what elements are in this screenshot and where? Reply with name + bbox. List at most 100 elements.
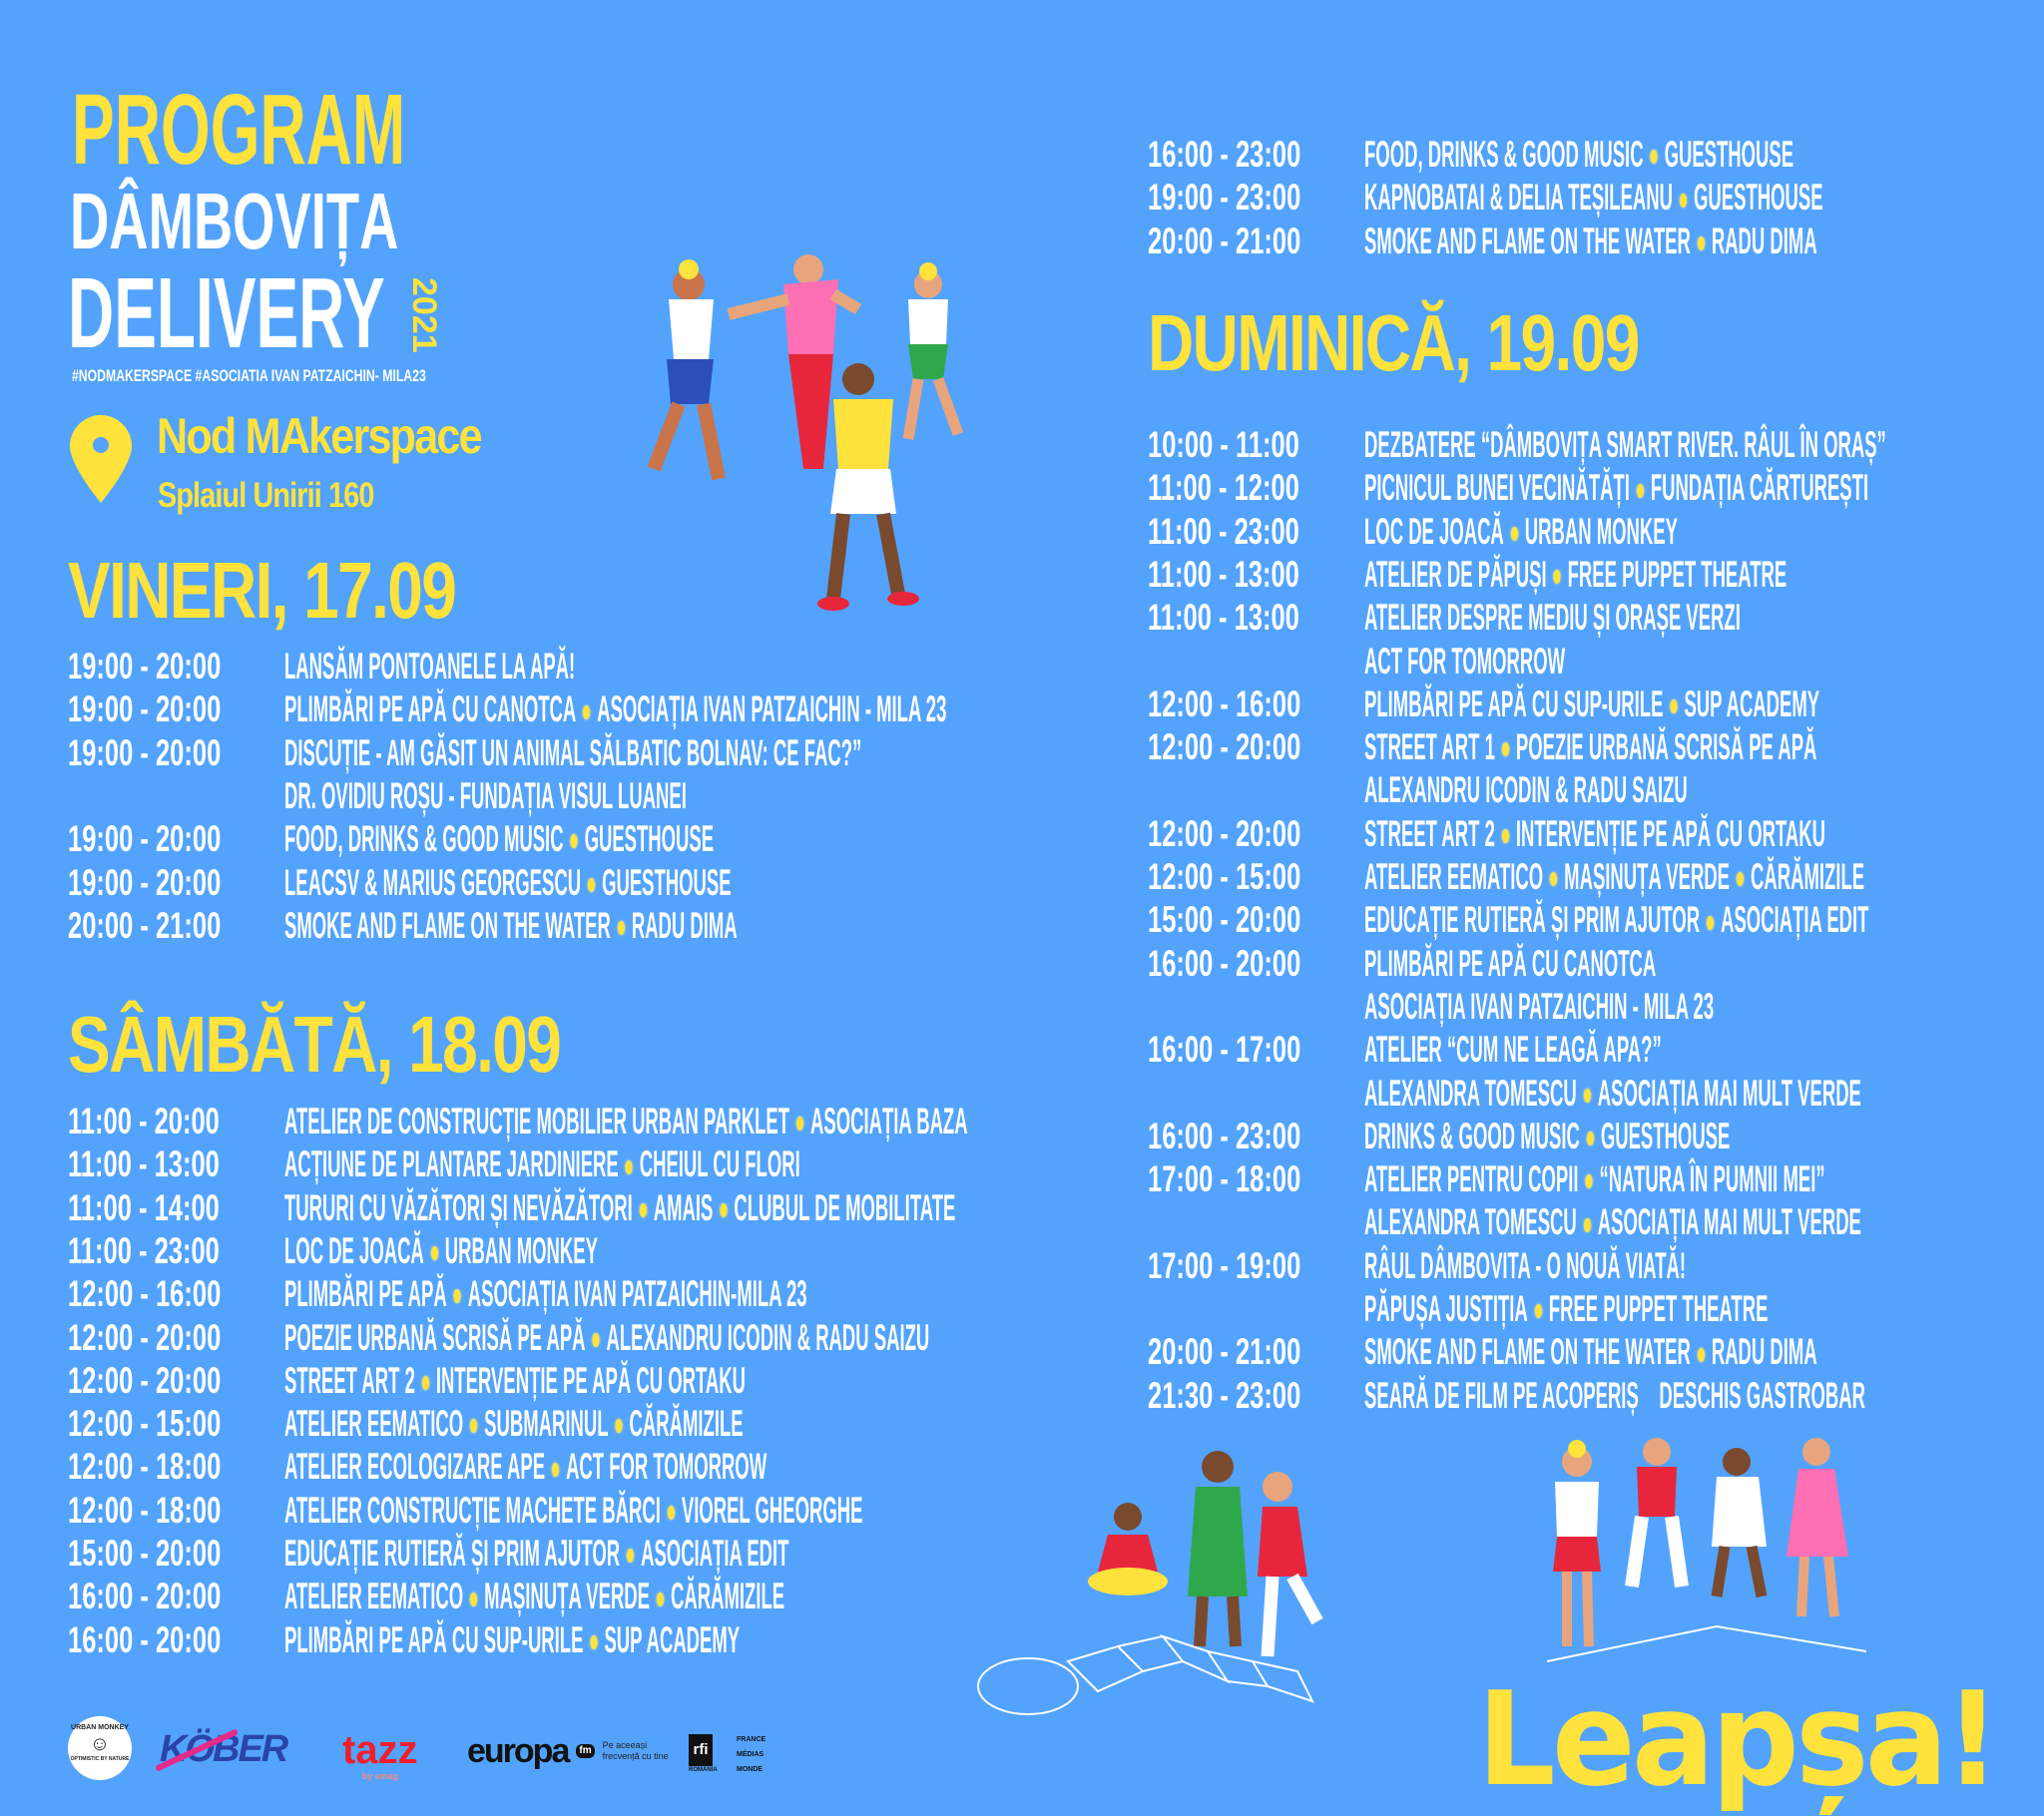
event-description: ATELIER EEMATICO MAȘINUȚA VERDE CĂRĂMIZILE: [284, 1575, 1284, 1617]
event-part: ATELIER ECOLOGIZARE APE: [284, 1446, 546, 1488]
event-part: GUESTHOUSE: [1694, 177, 1823, 219]
bullet-dot-icon: [1553, 570, 1561, 585]
event-part: ASOCIAȚIA MAI MULT VERDE: [1597, 1072, 1861, 1114]
bullet-dot-icon: [1586, 1132, 1594, 1146]
event-part: EDUCAȚIE RUTIERĂ ȘI PRIM AJUTOR: [284, 1533, 621, 1574]
bullet-dot-icon: [639, 1202, 647, 1217]
event-description: FOOD, DRINKS & GOOD MUSIC GUESTHOUSE: [1364, 133, 2044, 176]
time-range: 16:00 - 20:00: [1148, 942, 1301, 984]
time-range: 10:00 - 11:00: [1148, 424, 1299, 465]
event-part: SMOKE AND FLAME ON THE WATER: [284, 904, 611, 946]
event-part: POEZIE URBANĂ SCRISĂ PE APĂ: [1515, 726, 1817, 768]
bullet-dot-icon: [453, 1289, 461, 1304]
event-description: LANSĂM PONTOANELE LA APĂ!: [284, 645, 865, 687]
event-part: DRINKS & GOOD MUSIC: [1364, 1115, 1580, 1156]
figure: [1258, 1472, 1323, 1657]
bullet-dot-icon: [615, 1419, 623, 1434]
event-part: PĂPUȘA JUSTIȚIA: [1364, 1288, 1528, 1329]
event-description: DEZBATERE “DÂMBOVIȚA SMART RIVER. RÂUL Î…: [1364, 423, 2044, 466]
bullet-dot-icon: [1510, 526, 1518, 541]
event-part: SMOKE AND FLAME ON THE WATER: [1364, 220, 1691, 261]
event-part: STREET ART 2: [1364, 812, 1495, 854]
event-description: RÂUL DÂMBOVITA - O NOUĂ VIATĂ!: [1364, 1244, 2007, 1287]
event-part: STREET ART 2: [284, 1359, 415, 1401]
event-part: CĂRĂMIZILE: [629, 1403, 744, 1445]
event-description: PĂPUȘA JUSTIȚIA FREE PUPPET THEATRE: [1364, 1287, 2044, 1330]
event-part: GUESTHOUSE: [584, 818, 715, 860]
event-part: MAȘINUȚA VERDE: [1564, 856, 1731, 897]
time-range: 12:00 - 15:00: [1148, 856, 1301, 897]
time-range: 19:00 - 20:00: [68, 646, 222, 686]
figure: [727, 254, 862, 469]
day-heading: VINERI, 17.09: [68, 546, 457, 635]
event-part: LEACSV & MARIUS GEORGESCU: [284, 861, 582, 903]
event-description: ATELIER PENTRU COPII “NATURA ÎN PUMNII ME…: [1364, 1157, 2044, 1200]
event-part: ASOCIAȚIA EDIT: [641, 1533, 789, 1574]
event-description: KAPNOBATAI & DELIA TEȘILEANU GUESTHOUSE: [1364, 176, 2044, 219]
time-range: 11:00 - 23:00: [1148, 510, 1299, 552]
bullet-dot-icon: [627, 1549, 635, 1564]
time-range: 11:00 - 23:00: [68, 1229, 220, 1271]
bullet-dot-icon: [1583, 1217, 1591, 1232]
time-range: 19:00 - 23:00: [1148, 177, 1301, 219]
bullet-dot-icon: [592, 1332, 600, 1347]
event-description: FOOD, DRINKS & GOOD MUSIC GUESTHOUSE: [284, 817, 1143, 860]
event-part: ALEXANDRA TOMESCU: [1364, 1201, 1577, 1243]
event-part: AMAIS: [653, 1186, 714, 1228]
bullet-dot-icon: [421, 1376, 429, 1391]
event-part: ALEXANDRU ICODIN & RADU SAIZU: [1364, 769, 1688, 811]
event-part: LOC DE JOACĂ: [284, 1229, 424, 1271]
event-description: ATELIER DE PĂPUȘI FREE PUPPET THEATRE: [1364, 553, 2044, 596]
event-part: DR. OVIDIU ROȘU - FUNDAȚIA VISUL LUANEI: [284, 774, 687, 816]
event-title-line2: DELIVERY: [68, 257, 385, 369]
bullet-dot-icon: [625, 1159, 633, 1174]
event-title-line1: DÂMBOVIȚA: [70, 177, 399, 265]
hashtags: #NODMAKERSPACE #ASOCIATIA IVAN PATZAICHI…: [72, 366, 426, 385]
figure: [1625, 1438, 1689, 1588]
event-part: STREET ART 1: [1364, 726, 1495, 768]
event-description: ACT FOR TOMORROW: [1364, 640, 1766, 682]
event-description: ATELIER DE CONSTRUCȚIE MOBILIER URBAN PA…: [284, 1100, 1651, 1142]
event-description: PLIMBĂRI PE APĂ CU SUP-URILE SUP ACADEMY: [284, 1618, 1195, 1661]
time-range: 19:00 - 20:00: [68, 688, 222, 730]
event-description: DR. OVIDIU ROȘU - FUNDAȚIA VISUL LUANEI: [284, 774, 1089, 817]
event-description: ALEXANDRA TOMESCU ASOCIAȚIA MAI MULT VERD…: [1364, 1200, 2044, 1243]
event-part: CLUBUL DE MOBILITATE: [734, 1186, 956, 1228]
event-part: PLIMBĂRI PE APĂ CU SUP-URILE: [1364, 682, 1664, 724]
time-range: 12:00 - 20:00: [68, 1316, 222, 1358]
event-part: LANSĂM PONTOANELE LA APĂ!: [284, 646, 576, 686]
event-description: STREET ART 1 POEZIE URBANĂ SCRISĂ PE APĂ: [1364, 725, 2044, 768]
bullet-dot-icon: [1680, 193, 1688, 208]
event-part: SUBMARINUL: [484, 1403, 609, 1445]
event-part: VIOREL GHEORGHE: [681, 1489, 863, 1531]
bullet-dot-icon: [657, 1591, 665, 1606]
event-part: TURURI CU VĂZĂTORI ȘI NEVĂZĂTORI: [284, 1186, 633, 1228]
bullet-dot-icon: [1697, 235, 1705, 250]
event-description: ATELIER EEMATICO SUBMARINUL CĂRĂMIZILE: [284, 1402, 1202, 1445]
event-description: ALEXANDRA TOMESCU ASOCIAȚIA MAI MULT VERD…: [1364, 1072, 2044, 1115]
dancing-kids-illustration: [647, 254, 964, 611]
event-part: PLIMBĂRI PE APĂ CU CANOTCA: [1364, 942, 1657, 984]
event-part: ALEXANDRA TOMESCU: [1364, 1072, 1577, 1114]
event-part: PLIMBĂRI PE APĂ CU CANOTCA: [284, 688, 577, 730]
event-part: ATELIER DE CONSTRUCȚIE MOBILIER URBAN PA…: [284, 1101, 790, 1141]
event-description: PLIMBĂRI PE APĂ CU CANOTCA ASOCIAȚIA IVAN…: [284, 687, 1609, 730]
event-description: POEZIE URBANĂ SCRISĂ PE APĂ ALEXANDRU ICO…: [284, 1316, 1575, 1359]
program-title: PROGRAM: [72, 74, 406, 186]
time-range: 20:00 - 21:00: [1148, 1331, 1301, 1373]
figure: [902, 262, 964, 440]
event-part: INTERVENȚIE PE APĂ CU ORTAKU: [1515, 812, 1825, 854]
event-part: FUNDAȚIA CĂRTUREȘTI: [1650, 467, 1869, 509]
time-range: 19:00 - 20:00: [68, 818, 222, 860]
event-part: PLIMBĂRI PE APĂ CU SUP-URILE: [284, 1618, 584, 1660]
tazz-logo: tazz by emag: [342, 1728, 418, 1781]
time-range: 11:00 - 13:00: [1148, 597, 1299, 639]
event-description: PLIMBĂRI PE APĂ ASOCIAȚIA IVAN PATZAICHIN…: [284, 1272, 1329, 1315]
bullet-dot-icon: [570, 834, 578, 849]
event-part: PLIMBĂRI PE APĂ: [284, 1273, 447, 1315]
event-description: SMOKE AND FLAME ON THE WATER RADU DIMA: [1364, 220, 2044, 262]
event-part: MAȘINUȚA VERDE: [484, 1576, 651, 1617]
bullet-dot-icon: [470, 1419, 478, 1434]
event-description: LOC DE JOACĂ URBAN MONKEY: [284, 1229, 911, 1272]
event-part: ACȚIUNE DE PLANTARE JARDINIERE: [284, 1143, 619, 1185]
